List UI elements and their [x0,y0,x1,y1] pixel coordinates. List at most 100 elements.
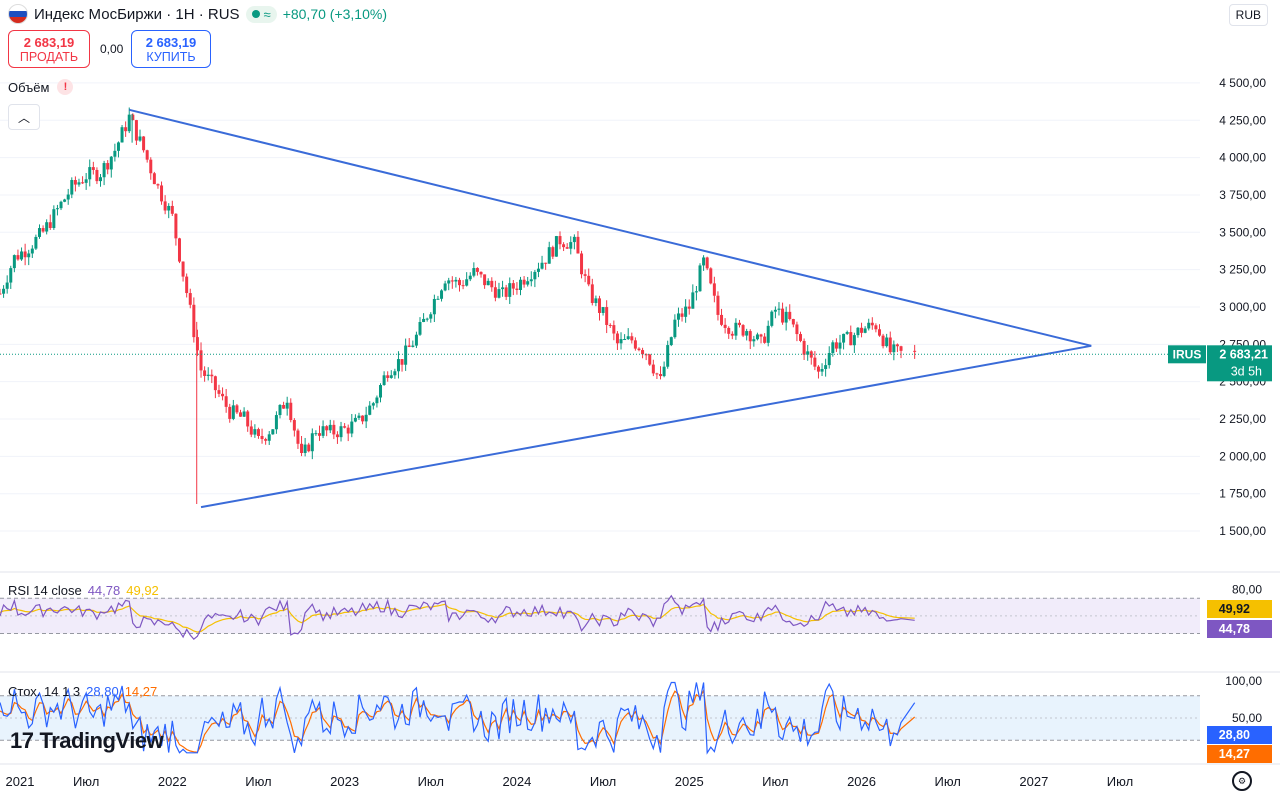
rsi-line [0,594,915,641]
candle-body [224,396,228,407]
candle-body [490,280,494,288]
candle-body [461,285,465,287]
settings-icon[interactable]: ⚙ [1232,771,1252,791]
lower-trendline [200,344,1092,509]
candle-body [752,339,756,342]
candle-body [587,275,591,285]
candle-body [37,228,41,237]
candle-body [662,366,666,377]
price-tick-label: 2 250,00 [1219,412,1266,426]
candle-body [806,351,810,355]
stoch-legend[interactable]: Стох. 14 1 3 28,80 14,27 [8,684,157,699]
candle-body [845,332,849,334]
volume-legend[interactable]: Объём ! [8,79,74,95]
time-tick-label: Июл [418,774,444,789]
candle-body [181,261,185,277]
rsi-label: RSI 14 close [8,583,82,598]
candle-body [770,311,774,326]
candle-body [831,342,835,354]
candle-body [30,248,34,254]
sell-button[interactable]: 2 683,19 ПРОДАТЬ [8,30,90,68]
candle-body [913,350,917,352]
candle-body [641,350,645,355]
candle-body [522,279,526,285]
candle-body [608,324,612,326]
warning-icon[interactable]: ! [57,79,74,95]
rsi-ma-tag: 49,92 [1219,602,1250,616]
candle-body [160,185,164,202]
candle-body [834,342,838,349]
candle-body [633,340,637,349]
candle-body [285,402,289,409]
candle-body [526,281,530,285]
candle-body [396,359,400,372]
candle-body [824,365,828,370]
rsi-legend[interactable]: RSI 14 close 44,78 49,92 [8,583,159,598]
price-tick-label: 1 500,00 [1219,524,1266,538]
candle-body [666,345,670,367]
candle-body [289,402,293,421]
price-tick-label: 4 000,00 [1219,151,1266,165]
symbol-title[interactable]: Индекс МосБиржи · 1H · RUS [34,5,240,23]
candle-body [766,325,770,343]
collapse-button[interactable]: ︿ [8,104,40,130]
candle-body [558,236,562,245]
candle-body [885,337,889,347]
candle-body [483,274,487,286]
candle-body [149,159,153,174]
time-tick-label: 2025 [675,774,704,789]
candle-body [669,337,673,346]
tradingview-logo[interactable]: 17 TradingView [10,728,164,754]
candle-body [816,366,820,372]
price-tick-label: 4 250,00 [1219,113,1266,127]
candle-body [623,339,627,341]
candle-body [138,136,142,141]
candle-body [655,373,659,375]
dot-icon [251,10,260,18]
candle-body [152,173,156,185]
candle-body [877,329,881,336]
rsi-ma-value: 49,92 [126,583,159,598]
candle-body [723,324,727,328]
candle-body [533,271,537,280]
candle-body [687,306,691,309]
price-tick-label: 3 250,00 [1219,263,1266,277]
candle-body [163,201,167,211]
candle-body [195,337,199,351]
spread-value: 0,00 [100,42,124,56]
time-tick-label: 2021 [6,774,35,789]
candle-body [41,228,45,232]
stoch-tick-label: 100,00 [1225,674,1262,688]
candle-body [393,371,397,376]
candle-body [745,331,749,336]
candle-body [569,242,573,249]
candle-body [66,194,70,200]
candle-body [16,255,20,260]
candle-body [102,163,106,178]
candle-body [486,280,490,286]
candle-body [116,142,120,151]
candle-body [271,429,275,435]
buy-button[interactable]: 2 683,19 КУПИТЬ [131,30,211,68]
candle-body [350,421,354,434]
candle-body [59,201,63,209]
candle-body [379,385,383,398]
currency-selector[interactable]: RUB [1228,4,1268,26]
candle-body [450,280,454,282]
candle-body [730,333,734,336]
candle-body [0,293,2,295]
candle-body [99,177,103,182]
candle-body [515,288,519,291]
market-status-pill[interactable]: ≈ [245,5,277,23]
candle-body [404,345,408,365]
candle-body [468,275,472,280]
candle-body [475,268,479,272]
price-tick-label: 3 000,00 [1219,300,1266,314]
rsi-tag-bg [1207,620,1272,638]
candle-body [131,114,135,121]
candle-body [755,334,759,340]
stoch-k-value: 28,80 [86,684,119,699]
candle-body [605,307,609,325]
candle-body [317,433,321,436]
